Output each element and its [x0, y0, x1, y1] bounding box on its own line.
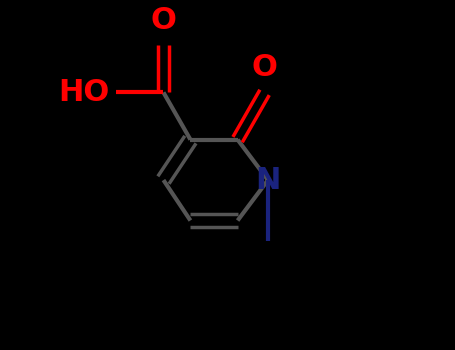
- Text: O: O: [151, 6, 177, 35]
- Text: N: N: [255, 166, 281, 195]
- Text: HO: HO: [58, 78, 110, 107]
- Text: O: O: [252, 53, 278, 82]
